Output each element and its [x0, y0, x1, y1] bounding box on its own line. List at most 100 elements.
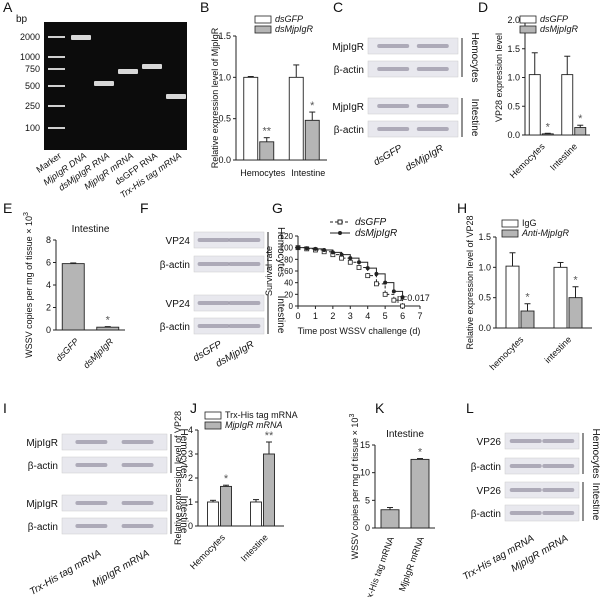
- data-point: [356, 265, 362, 270]
- gel-band: [71, 35, 91, 40]
- legend-label: MjpIgR mRNA: [225, 420, 283, 430]
- legend-label: dsGFP: [275, 14, 303, 24]
- gel-band: [118, 69, 138, 74]
- blot-band: [75, 501, 108, 505]
- blot-band: [197, 262, 230, 266]
- legend-marker: [337, 219, 343, 225]
- x-tick-label: 1: [313, 311, 318, 321]
- bar: [568, 297, 583, 329]
- x-tick-label: 6: [400, 311, 405, 321]
- blot-band: [377, 127, 410, 131]
- ladder-band: [48, 85, 65, 87]
- data-point: [313, 246, 318, 251]
- blot-row-label: β-actin: [28, 461, 58, 472]
- blot-band: [377, 67, 410, 71]
- ladder-size-label: 500: [25, 81, 40, 91]
- y-axis-label: Relative expression level of VP28: [465, 215, 475, 349]
- bar: [304, 119, 320, 161]
- legend-swatch: [204, 421, 222, 430]
- category-label: Hemocytes: [188, 532, 227, 571]
- category-label: dsMjpIgR: [81, 336, 115, 370]
- legend-label: dsMjpIgR: [275, 24, 314, 34]
- blot-row-label: VP26: [477, 486, 502, 497]
- blot-row-label: MjpIgR: [26, 438, 58, 449]
- category-label: dsGFP: [54, 336, 81, 363]
- y-tick-label: 1.5: [507, 44, 520, 54]
- data-point: [400, 295, 405, 300]
- bar: [553, 266, 568, 329]
- blot-c: MjpIgR β-actin MjpIgR β-actin Hemocytes Intes…: [332, 32, 480, 173]
- ladder-size-label: 100: [25, 123, 40, 133]
- data-point: [304, 246, 309, 251]
- blot-band: [509, 464, 542, 468]
- blot-row-label: β-actin: [471, 462, 501, 473]
- y-tick-label: 100: [280, 244, 294, 253]
- blot-group-label: Hemocytes: [275, 227, 286, 277]
- blot-row-label: VP24: [166, 236, 191, 247]
- bar: [263, 453, 275, 527]
- blot-band: [542, 488, 575, 492]
- blot-band: [75, 524, 108, 528]
- y-tick-label: 0.0: [218, 155, 231, 165]
- significance-mark: *: [546, 121, 551, 133]
- blot-group-label: Intestine: [275, 296, 286, 334]
- blot-band: [75, 440, 108, 444]
- legend-swatch: [204, 411, 222, 420]
- significance-mark: *: [106, 315, 111, 327]
- x-axis-label: Time post WSSV challenge (d): [298, 326, 421, 336]
- y-tick-label: 3: [188, 449, 193, 459]
- panel-label-a: A: [3, 0, 13, 15]
- significance-mark: *: [224, 473, 229, 485]
- blot-group-label: Hemocytes: [178, 428, 189, 478]
- y-tick-label: 0: [188, 521, 193, 531]
- blot-band: [197, 238, 230, 242]
- category-label: Trx-His tag mRNA: [362, 535, 396, 597]
- blot-band: [509, 488, 542, 492]
- data-point: [400, 303, 405, 309]
- blot-strip: [367, 60, 459, 78]
- blot-strip: [61, 456, 168, 474]
- blot-row-label: β-actin: [160, 322, 190, 333]
- blot-strip: [504, 432, 580, 450]
- bar: [243, 76, 259, 161]
- blot-row-label: MjpIgR: [332, 42, 364, 53]
- y-tick-label: 40: [284, 279, 293, 288]
- y-axis-label-exponent: 3: [23, 212, 30, 216]
- significance-mark: *: [418, 447, 423, 459]
- panel-label-i: I: [3, 400, 7, 416]
- bar: [220, 485, 232, 527]
- chart-title: Intestine: [386, 429, 424, 440]
- data-point: [296, 245, 300, 250]
- blot-band: [416, 67, 449, 71]
- blot-strip: [504, 457, 580, 475]
- blot-group-label: Intestine: [178, 496, 189, 534]
- y-tick-label: 2: [188, 473, 193, 483]
- y-tick-label: 1.5: [218, 31, 231, 41]
- blot-band: [121, 463, 154, 467]
- blot-band: [509, 439, 542, 443]
- blot-band: [377, 104, 410, 108]
- y-tick-label: 2.0: [507, 15, 520, 25]
- blot-band: [416, 127, 449, 131]
- blot-band: [228, 238, 261, 242]
- y-tick-label: 5: [365, 495, 370, 505]
- data-point: [374, 281, 379, 287]
- blot-group-label: Intestine: [590, 483, 600, 521]
- legend-swatch: [254, 25, 272, 34]
- data-point: [383, 280, 388, 285]
- ladder-band: [48, 56, 65, 58]
- blot-strip: [61, 494, 168, 512]
- bar: [288, 76, 304, 161]
- ladder-band: [48, 127, 65, 129]
- y-tick-label: 20: [284, 290, 293, 299]
- x-tick-label: 0: [295, 311, 300, 321]
- ladder-size-label: 750: [25, 64, 40, 74]
- data-point: [391, 297, 397, 303]
- panel-label-b: B: [200, 0, 209, 15]
- y-tick-label: 120: [280, 232, 294, 241]
- y-tick-label: 15: [360, 440, 370, 450]
- category-label: Intestine: [239, 532, 270, 563]
- y-tick-label: 0: [289, 302, 294, 311]
